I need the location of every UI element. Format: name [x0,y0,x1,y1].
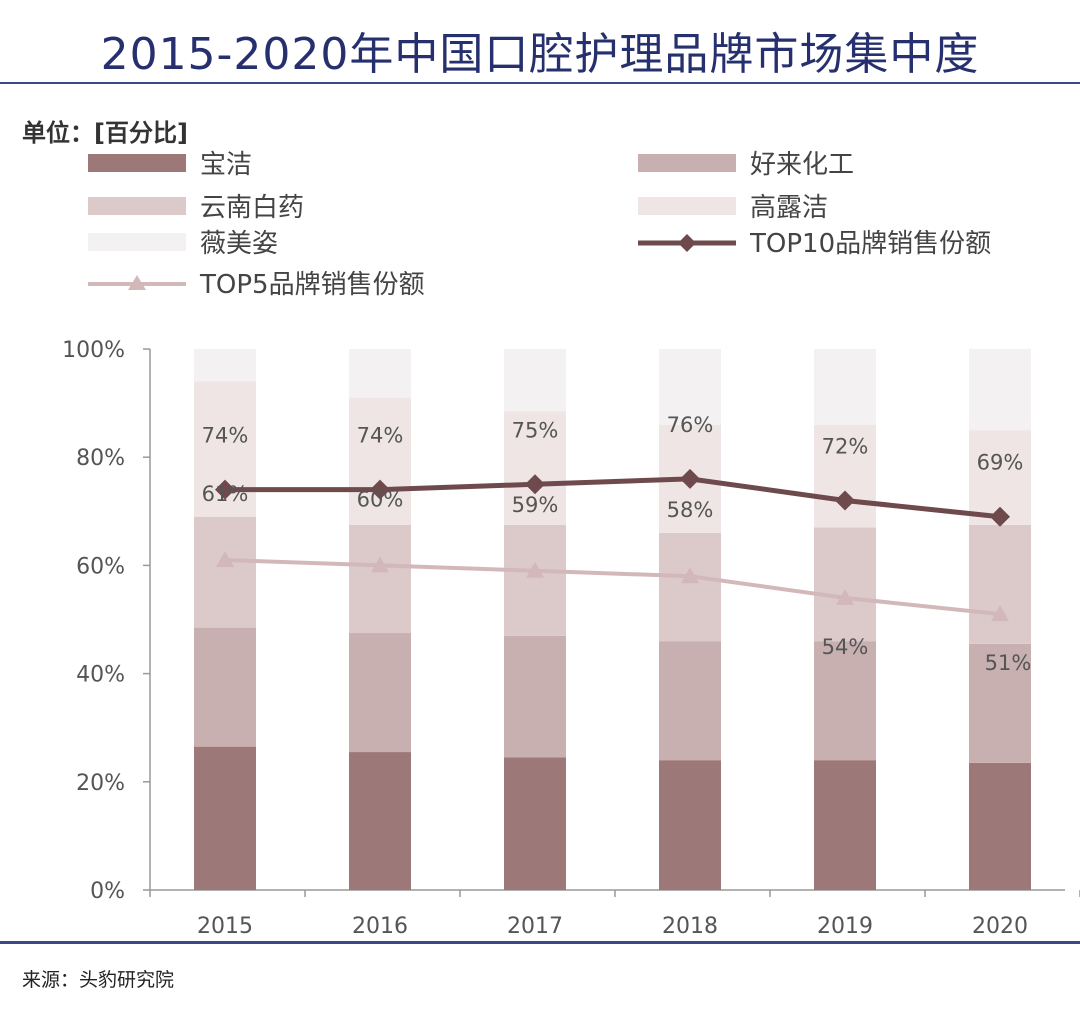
x-tick-label: 2016 [352,914,408,939]
data-label: 74% [202,424,249,448]
y-tick-label: 20% [76,771,125,796]
legend-label: 高露洁 [750,193,828,223]
bar-segment [349,752,411,890]
x-tick-label: 2015 [197,914,253,939]
data-label: 74% [357,424,404,448]
source-note: 来源：头豹研究院 [22,969,175,991]
data-label: 54% [822,635,869,659]
bar-segment [814,760,876,890]
data-label: 75% [512,418,559,442]
legend-marker-triangle [128,275,146,290]
chart-title: 2015-2020年中国口腔护理品牌市场集中度 [100,29,980,80]
title-rule [0,82,1080,84]
bar-segment [659,532,721,642]
y-tick-label: 40% [76,663,125,688]
line-marker-triangle [371,556,389,573]
y-tick-label: 60% [76,554,125,579]
x-tick-label: 2017 [507,914,563,939]
data-label: 60% [357,487,404,511]
x-tick-label: 2020 [972,914,1028,939]
legend-swatch [88,197,186,215]
plot-area: 0% 20% 40% 60% 80% 100% 2015 2016 2017 2018 2019 20… [62,338,1080,939]
line-marker-diamond [525,474,545,495]
line-marker-triangle [526,561,544,578]
data-label: 72% [822,434,869,458]
data-label: 51% [985,651,1032,675]
bar-segment [659,349,721,425]
unit-label: 单位：[百分比] [22,119,188,147]
line-marker-diamond [370,479,390,500]
x-tick-label: 2019 [817,914,873,939]
bar-segment [349,633,411,753]
bar-segment [814,641,876,761]
legend-label: 宝洁 [200,150,252,180]
data-label: 61% [202,482,249,506]
bar-segment [814,527,876,642]
bar-segment [659,760,721,890]
legend-swatch [88,233,186,251]
line-series [224,557,1001,617]
bar-segment [814,349,876,425]
data-label: 59% [512,493,559,517]
bar-segment [349,349,411,398]
footer-rule [0,941,1080,944]
legend-swatch [638,154,736,172]
bar-segment [504,524,566,636]
legend-label: TOP5品牌销售份额 [199,270,425,300]
bar-segment [969,349,1031,431]
bar-segment [194,516,256,628]
line-marker-diamond [835,490,855,511]
bar-segment [969,643,1031,763]
bar-segment [504,411,566,525]
bar-segment [349,397,411,525]
y-tick-label: 100% [62,338,125,363]
line-marker-triangle [836,588,854,605]
legend-swatch [88,154,186,172]
line-marker-diamond [215,479,235,500]
line-marker-triangle [681,567,699,584]
line-marker-triangle [991,605,1009,622]
bar-segment [969,524,1031,644]
legend-label: TOP10品牌销售份额 [749,229,991,259]
legend-label: 云南白药 [200,193,304,223]
bar-segment [969,762,1031,890]
legend-label: 薇美姿 [200,229,278,259]
y-tick-label: 0% [90,879,125,904]
legend-swatch [638,197,736,215]
bar-segment [504,635,566,758]
data-label: 69% [977,451,1024,475]
legend-marker-diamond [678,234,696,252]
bar-segment [194,627,256,747]
y-tick-label: 80% [76,446,125,471]
data-label: 76% [667,413,714,437]
legend-label: 好来化工 [750,150,854,180]
x-tick-label: 2018 [662,914,718,939]
line-series [225,476,1001,520]
line-marker-triangle [216,550,234,567]
bar-segment [659,641,721,761]
line-marker-diamond [990,506,1010,527]
bar-segment [504,757,566,890]
line-marker-diamond [680,468,700,489]
bar-segment [504,349,566,412]
bar-segment [349,524,411,634]
data-label: 58% [667,498,714,522]
bar-segment [194,349,256,382]
bar-segment [194,746,256,890]
